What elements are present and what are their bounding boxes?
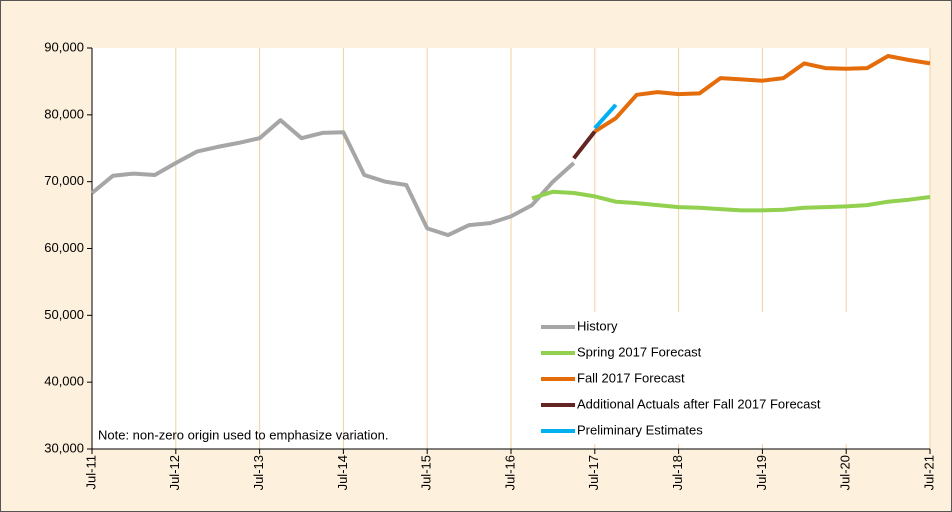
y-tick-label: 70,000	[44, 173, 84, 188]
y-tick-label: 50,000	[44, 307, 84, 322]
annotation: Note: non-zero origin used to emphasize …	[98, 427, 389, 442]
y-tick-label: 40,000	[44, 374, 84, 389]
x-tick-label: Jul-13	[251, 455, 266, 490]
x-tick-label: Jul-11	[83, 455, 98, 489]
x-tick-label: Jul-20	[838, 455, 853, 490]
legend-label: Fall 2017 Forecast	[577, 370, 685, 385]
x-tick-label: Jul-19	[754, 455, 769, 490]
x-tick-label: Jul-15	[419, 455, 434, 490]
legend-label: Spring 2017 Forecast	[577, 344, 702, 359]
legend-label: Additional Actuals after Fall 2017 Forec…	[577, 396, 821, 411]
legend-label: Preliminary Estimates	[577, 422, 703, 437]
x-tick-label: Jul-18	[670, 455, 685, 490]
y-tick-label: 30,000	[44, 440, 84, 455]
y-tick-label: 60,000	[44, 240, 84, 255]
x-tick-label: Jul-12	[167, 455, 182, 490]
series-line	[593, 103, 618, 130]
series-line	[90, 118, 576, 238]
series-line	[572, 130, 597, 160]
y-tick-label: 80,000	[44, 106, 84, 121]
x-tick-label: Jul-21	[921, 455, 936, 490]
x-tick-label: Jul-17	[586, 455, 601, 490]
series-line	[531, 189, 931, 213]
legend-label: History	[577, 318, 618, 333]
y-tick-label: 90,000	[44, 39, 84, 54]
legend-box	[537, 312, 905, 444]
x-tick-label: Jul-16	[502, 455, 517, 490]
series-line	[593, 54, 931, 134]
x-tick-label: Jul-14	[335, 455, 350, 490]
